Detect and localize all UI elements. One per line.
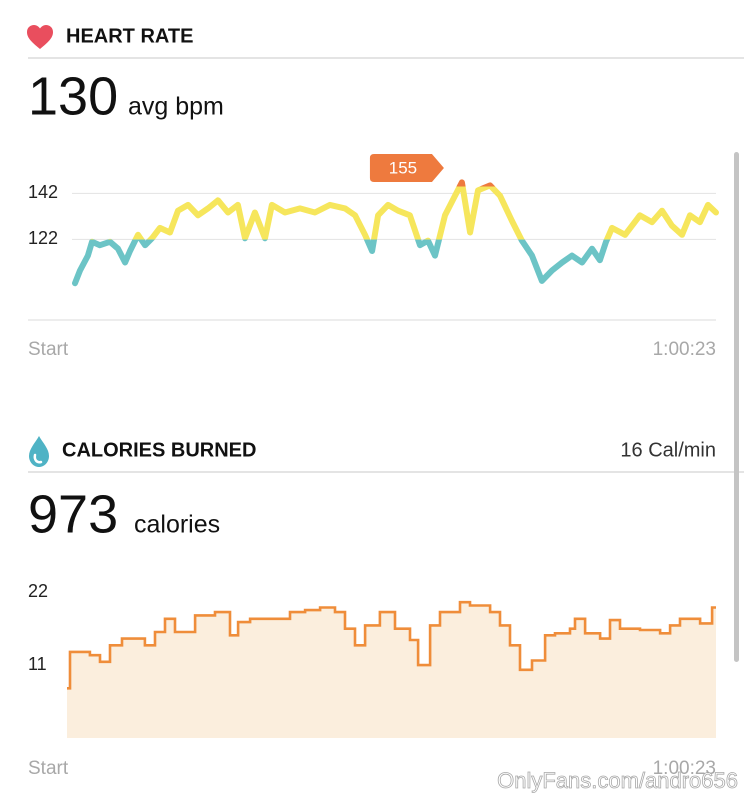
scrollbar[interactable] (734, 152, 739, 662)
rate-label: 16 Cal/min (620, 439, 716, 461)
summary-unit: calories (134, 511, 220, 539)
x-tick-label: Start (28, 339, 69, 360)
heart-rate-line (72, 179, 719, 287)
section-title: CALORIES BURNED (62, 439, 256, 461)
summary-value: 130 (28, 66, 118, 126)
x-tick-label: 1:00:23 (653, 758, 716, 779)
y-tick-label: 22 (28, 581, 48, 601)
watermark: OnlyFans.com/andro656 (497, 768, 738, 793)
heart-icon (27, 25, 53, 49)
drop-highlight (33, 453, 43, 464)
max-bubble (369, 154, 444, 182)
y-tick-label: 122 (28, 228, 58, 248)
summary-unit: avg bpm (128, 93, 224, 121)
x-tick-label: 1:00:23 (653, 339, 716, 360)
y-tick-label: 142 (28, 182, 58, 202)
x-tick-label: Start (28, 758, 69, 779)
summary-value: 973 (28, 484, 118, 544)
charts: 122 142 Start 1:00:23 155 11 22 Start 1:00:23 (28, 154, 719, 779)
max-label: 155 (389, 158, 417, 177)
calorie-line (67, 600, 716, 690)
section-title: HEART RATE (66, 25, 193, 47)
y-tick-label: 11 (28, 654, 47, 674)
